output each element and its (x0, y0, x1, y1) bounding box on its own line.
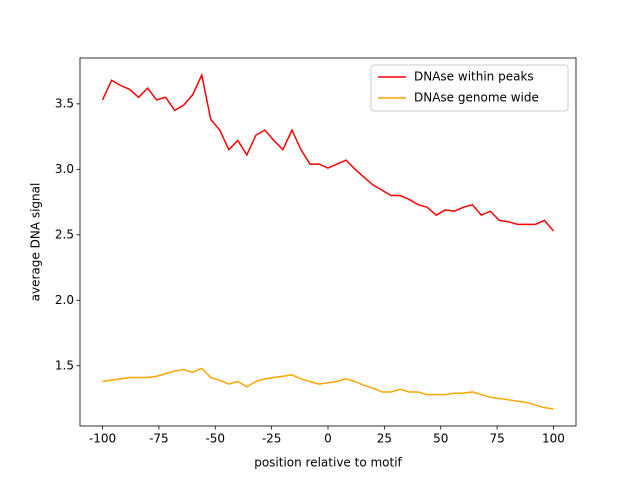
legend-box (370, 64, 569, 112)
x-tick-label: -50 (205, 432, 225, 446)
y-tick-label: 1.5 (55, 358, 74, 372)
y-tick-label: 3.5 (55, 96, 74, 110)
x-tick-label: 75 (489, 432, 504, 446)
y-axis-label: average DNA signal (29, 183, 43, 302)
x-axis-label: position relative to motif (254, 456, 402, 470)
legend-label: DNAse within peaks (414, 70, 534, 84)
data-line (102, 367, 554, 410)
legend-label: DNAse genome wide (414, 91, 539, 105)
x-tick-label: 50 (433, 432, 448, 446)
x-tick-label: 25 (377, 432, 392, 446)
y-tick-label: 2.5 (55, 227, 74, 241)
axes-frame (79, 57, 577, 427)
x-tick-label: 0 (324, 432, 332, 446)
y-tick-label: 2.0 (55, 293, 74, 307)
x-tick-label: -25 (262, 432, 282, 446)
data-line (101, 72, 555, 232)
x-tick-label: -75 (149, 432, 169, 446)
x-tick-label: -100 (89, 432, 116, 446)
y-tick-label: 3.0 (55, 162, 74, 176)
x-tick-label: 100 (542, 432, 565, 446)
